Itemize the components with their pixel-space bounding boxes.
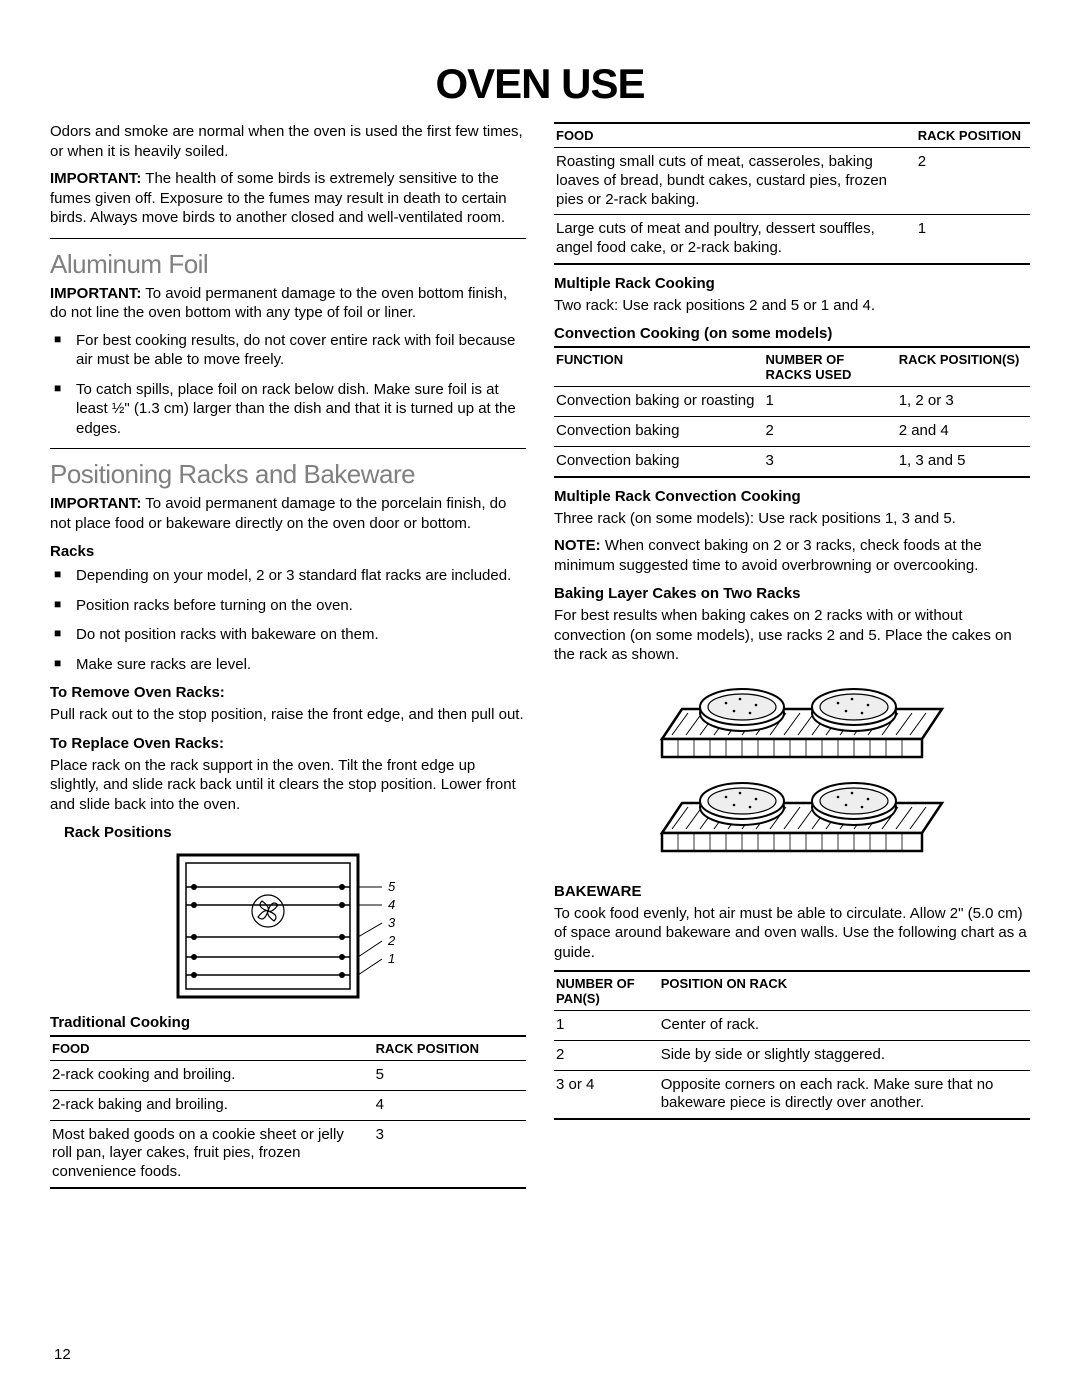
cell-pos: 1, 3 and 5 — [897, 446, 1030, 476]
pan-position-table: Number of Pan(s) Position on Rack 1Cente… — [554, 970, 1030, 1120]
multiple-convection-note: NOTE: When convect baking on 2 or 3 rack… — [554, 536, 1030, 575]
note-label: NOTE: — [554, 537, 601, 554]
cell-func: Convection baking — [554, 446, 763, 476]
cell-num: 2 — [763, 417, 896, 447]
cell-food: 2-rack baking and broiling. — [50, 1090, 374, 1120]
rack-num-3: 3 — [388, 915, 396, 930]
traditional-cooking-label: Traditional Cooking — [50, 1014, 526, 1031]
cell-num: 1 — [554, 1011, 659, 1041]
cell-func: Convection baking — [554, 417, 763, 447]
important-label: IMPORTANT: — [50, 285, 141, 302]
convection-label: Convection Cooking (on some models) — [554, 325, 1030, 342]
col-food: Food — [554, 123, 916, 148]
list-item: Depending on your model, 2 or 3 standard… — [50, 566, 526, 586]
cell-food: Large cuts of meat and poultry, dessert … — [554, 215, 916, 264]
rack-num-4: 4 — [388, 897, 395, 912]
right-column: Food Rack Position Roasting small cuts o… — [554, 122, 1030, 1195]
page-title: Oven Use — [50, 60, 1030, 108]
table-row: Convection baking or roasting11, 2 or 3 — [554, 387, 1030, 417]
traditional-cooking-table-right: Food Rack Position Roasting small cuts o… — [554, 122, 1030, 265]
racks-bullets: Depending on your model, 2 or 3 standard… — [50, 566, 526, 674]
note-text: When convect baking on 2 or 3 racks, che… — [554, 537, 982, 574]
cell-num: 2 — [554, 1040, 659, 1070]
col-rack-position: Rack Position — [374, 1036, 526, 1061]
table-row: 2-rack cooking and broiling.5 — [50, 1061, 526, 1091]
col-num-racks: Number of Racks Used — [763, 347, 896, 387]
cell-pos: Side by side or slightly staggered. — [659, 1040, 1030, 1070]
cell-num: 3 — [763, 446, 896, 476]
multiple-rack-label: Multiple Rack Cooking — [554, 275, 1030, 292]
cell-pos: 5 — [374, 1061, 526, 1091]
table-row: Most baked goods on a cookie sheet or je… — [50, 1120, 526, 1188]
bakeware-text: To cook food evenly, hot air must be abl… — [554, 904, 1030, 963]
table-row: 2-rack baking and broiling.4 — [50, 1090, 526, 1120]
col-food: Food — [50, 1036, 374, 1061]
convection-table: Function Number of Racks Used Rack Posit… — [554, 346, 1030, 477]
rack-num-2: 2 — [387, 933, 396, 948]
positioning-heading: Positioning Racks and Bakeware — [50, 459, 526, 490]
oven-rack-diagram: 5 4 3 2 1 — [158, 849, 418, 1004]
table-row: Convection baking22 and 4 — [554, 417, 1030, 447]
cell-pos: 1 — [916, 215, 1030, 264]
remove-racks-text: Pull rack out to the stop position, rais… — [50, 705, 526, 725]
rack-positions-label: Rack Positions — [64, 824, 526, 841]
cell-pos: 2 and 4 — [897, 417, 1030, 447]
page-number: 12 — [54, 1346, 71, 1363]
col-position-on-rack: Position on Rack — [659, 971, 1030, 1011]
rack-num-1: 1 — [388, 951, 395, 966]
cell-pos: 3 — [374, 1120, 526, 1188]
aluminum-foil-heading: Aluminum Foil — [50, 249, 526, 280]
table-row: 3 or 4Opposite corners on each rack. Mak… — [554, 1070, 1030, 1119]
cell-food: Most baked goods on a cookie sheet or je… — [50, 1120, 374, 1188]
aluminum-bullets: For best cooking results, do not cover e… — [50, 331, 526, 439]
multiple-rack-text: Two rack: Use rack positions 2 and 5 or … — [554, 296, 1030, 316]
divider — [50, 238, 526, 239]
cell-pos: Center of rack. — [659, 1011, 1030, 1041]
cell-pos: 4 — [374, 1090, 526, 1120]
cell-pos: 2 — [916, 148, 1030, 215]
intro-important: IMPORTANT: The health of some birds is e… — [50, 169, 526, 228]
cell-num: 3 or 4 — [554, 1070, 659, 1119]
col-num-pans: Number of Pan(s) — [554, 971, 659, 1011]
cell-food: 2-rack cooking and broiling. — [50, 1061, 374, 1091]
left-column: Odors and smoke are normal when the oven… — [50, 122, 526, 1195]
table-row: 2Side by side or slightly staggered. — [554, 1040, 1030, 1070]
col-function: Function — [554, 347, 763, 387]
replace-racks-label: To Replace Oven Racks: — [50, 735, 526, 752]
table-row: Large cuts of meat and poultry, dessert … — [554, 215, 1030, 264]
aluminum-important: IMPORTANT: To avoid permanent damage to … — [50, 284, 526, 323]
cell-pos: 1, 2 or 3 — [897, 387, 1030, 417]
cell-pos: Opposite corners on each rack. Make sure… — [659, 1070, 1030, 1119]
intro-paragraph-1: Odors and smoke are normal when the oven… — [50, 122, 526, 161]
table-row: Roasting small cuts of meat, casseroles,… — [554, 148, 1030, 215]
layer-cakes-text: For best results when baking cakes on 2 … — [554, 606, 1030, 665]
multiple-convection-text: Three rack (on some models): Use rack po… — [554, 509, 1030, 529]
table-row: Convection baking31, 3 and 5 — [554, 446, 1030, 476]
list-item: For best cooking results, do not cover e… — [50, 331, 526, 370]
cell-num: 1 — [763, 387, 896, 417]
rack-num-5: 5 — [388, 879, 396, 894]
cake-racks-diagram — [622, 673, 962, 873]
important-label: IMPORTANT: — [50, 495, 141, 512]
list-item: Make sure racks are level. — [50, 655, 526, 675]
multiple-convection-label: Multiple Rack Convection Cooking — [554, 488, 1030, 505]
list-item: To catch spills, place foil on rack belo… — [50, 380, 526, 439]
positioning-important: IMPORTANT: To avoid permanent damage to … — [50, 494, 526, 533]
cell-food: Roasting small cuts of meat, casseroles,… — [554, 148, 916, 215]
col-rack-position: Rack Position — [916, 123, 1030, 148]
list-item: Position racks before turning on the ove… — [50, 596, 526, 616]
col-rack-positions: Rack Position(s) — [897, 347, 1030, 387]
remove-racks-label: To Remove Oven Racks: — [50, 684, 526, 701]
cell-func: Convection baking or roasting — [554, 387, 763, 417]
replace-racks-text: Place rack on the rack support in the ov… — [50, 756, 526, 815]
bakeware-label: BAKEWARE — [554, 883, 1030, 900]
traditional-cooking-table-left: Food Rack Position 2-rack cooking and br… — [50, 1035, 526, 1189]
two-column-layout: Odors and smoke are normal when the oven… — [50, 122, 1030, 1195]
list-item: Do not position racks with bakeware on t… — [50, 625, 526, 645]
racks-label: Racks — [50, 543, 526, 560]
layer-cakes-label: Baking Layer Cakes on Two Racks — [554, 585, 1030, 602]
important-label: IMPORTANT: — [50, 170, 141, 187]
divider — [50, 448, 526, 449]
table-row: 1Center of rack. — [554, 1011, 1030, 1041]
